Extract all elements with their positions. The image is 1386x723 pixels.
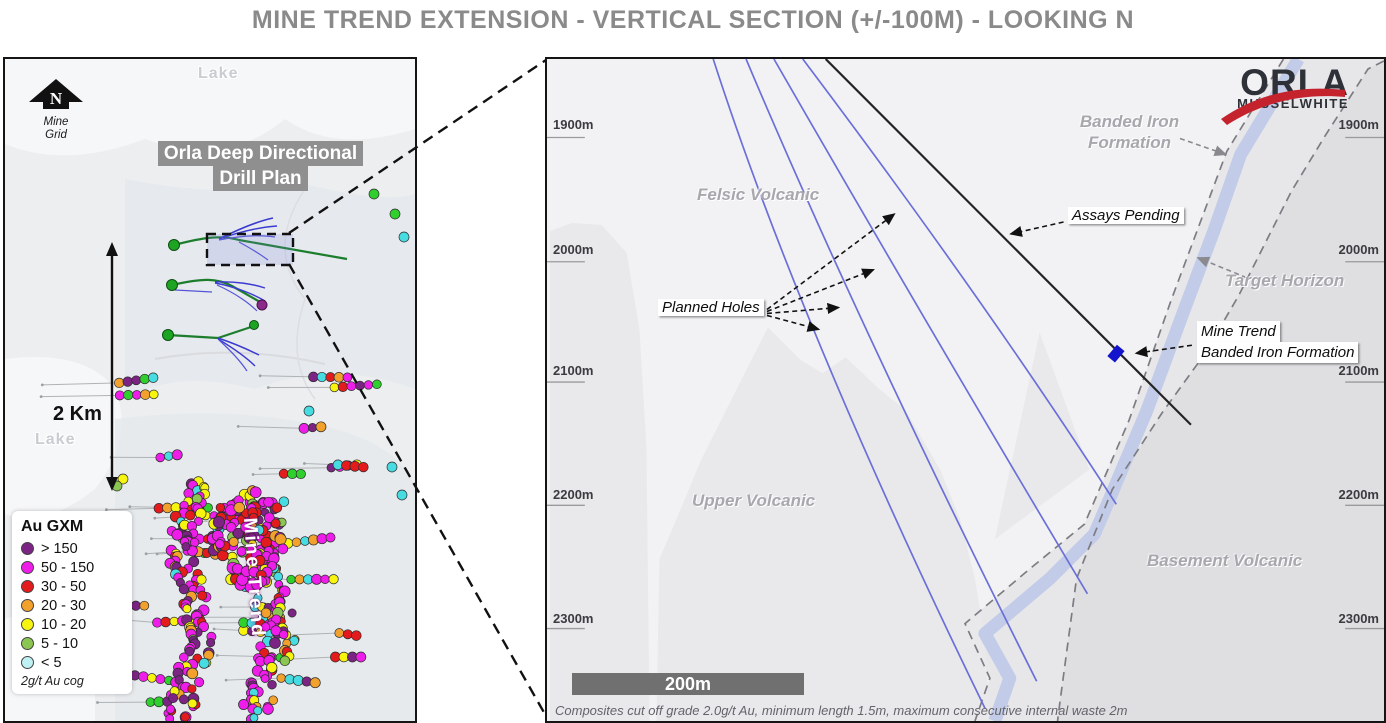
legend-item: 20 - 30 [21,596,123,615]
mine-trend-bif-label: Mine Trend Banded Iron Formation [1197,321,1359,363]
target-horizon-label: Target Horizon [1225,271,1345,290]
legend-item: < 5 [21,653,123,672]
assays-pending-label: Assays Pending [1068,207,1184,224]
planned-holes-label: Planned Holes [658,299,764,316]
elev-right-1900: 1900m [1338,117,1379,132]
drill-plan-title-line1: Orla Deep Directional [157,141,364,166]
north-arrow: N Mine Grid [21,75,91,142]
plan-map-panel: Lake Lake N Mine Grid Orla Deep Directio… [3,57,417,723]
legend-label: < 5 [41,654,62,671]
lake-label-top: Lake [198,65,239,82]
target-horizon-ribbon [978,59,1304,721]
legend-item: > 150 [21,539,123,558]
gray-annotation-arrows [1179,137,1247,279]
bif-intercept-marker [1107,344,1125,363]
legend-item: 30 - 50 [21,577,123,596]
elevation-ticks [547,136,1384,630]
directional-drill-traces [162,217,348,372]
scale-2km-label: 2 Km [53,403,102,425]
elev-right-2100: 2100m [1338,363,1379,378]
elev-left-2200: 2200m [553,487,594,502]
drill-plan-title-line2: Drill Plan [213,166,308,191]
bif-line1: Banded Iron [1079,112,1180,131]
legend-swatch [21,542,34,555]
section-scale-bar: 200m [572,673,804,695]
drill-plan-title: Orla Deep Directional Drill Plan [143,141,378,191]
legend-swatch [21,599,34,612]
unit-felsic-volcanic: Felsic Volcanic [697,185,820,204]
zoom-extent-rect [205,232,295,267]
mine-trend-bif-line1: Mine Trend [1197,321,1280,342]
legend-item: 50 - 150 [21,558,123,577]
north-grid-label-1: Mine [43,116,69,128]
annotation-arrows [766,213,1193,358]
north-arrow-icon: N [29,79,83,109]
elev-left-2000: 2000m [553,242,594,257]
orla-musselwhite-logo: ORLA MUSSELWHITE [1197,64,1349,125]
assay-pending-trace [824,59,1192,426]
planned-hole-traces [712,59,1117,709]
elev-left-1900: 1900m [553,117,594,132]
scale-arrow-2km [106,242,118,491]
elev-left-2100: 2100m [553,363,594,378]
legend-title: Au GXM [21,518,84,535]
legend-swatch [21,561,34,574]
svg-text:N: N [50,89,63,108]
legend-footnote: 2g/t Au cog [21,674,84,688]
section-canvas [547,59,1384,721]
elev-right-2200: 2200m [1338,487,1379,502]
page-title: MINE TREND EXTENSION - VERTICAL SECTION … [251,6,1135,34]
elev-right-2000: 2000m [1338,242,1379,257]
legend-swatch [21,656,34,669]
vertical-section-panel: 1900m 2000m 2100m 2200m 2300m 1900m 2000… [545,57,1386,723]
legend-label: 10 - 20 [41,616,87,633]
legend-label: 50 - 150 [41,559,95,576]
elev-left-2300: 2300m [553,611,594,626]
geology-zones [549,59,1384,721]
composite-footnote: Composites cut off grade 2.0g/t Au, mini… [555,703,1128,718]
legend-label: > 150 [41,540,78,557]
legend-label: 5 - 10 [41,635,79,652]
musselwhite-logo-text: MUSSELWHITE [1237,96,1349,111]
legend-label: 30 - 50 [41,578,87,595]
unit-upper-volcanic: Upper Volcanic [692,491,816,510]
legend-swatch [21,580,34,593]
legend-swatch [21,618,34,631]
legend-item: 10 - 20 [21,615,123,634]
grade-legend: Au GXM > 150 50 - 150 30 - 50 20 - 30 10… [12,511,132,694]
banded-iron-formation-label: Banded Iron Formation [1062,111,1197,153]
lake-label-mid: Lake [35,431,76,448]
legend-swatch [21,637,34,650]
bif-line2: Formation [1087,133,1172,152]
unit-basement-volcanic: Basement Volcanic [1147,551,1303,570]
legend-label: 20 - 30 [41,597,87,614]
elev-right-2300: 2300m [1338,611,1379,626]
legend-item: 5 - 10 [21,634,123,653]
north-grid-label-2: Grid [45,129,67,141]
mine-trend-bif-line2: Banded Iron Formation [1197,342,1359,363]
